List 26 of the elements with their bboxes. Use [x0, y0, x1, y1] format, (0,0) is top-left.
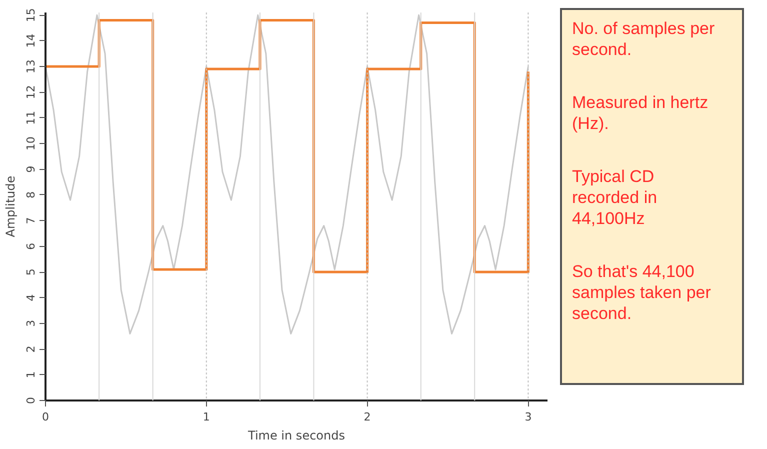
y-tick-label: 5: [24, 268, 38, 276]
y-tick-label: 13: [24, 59, 38, 74]
y-tick-label: 9: [24, 166, 38, 173]
y-axis-title: Amplitude: [4, 176, 18, 238]
text: So that's 44,100 samples taken per second.: [572, 261, 712, 324]
x-axis-title: Time in seconds: [247, 428, 345, 442]
y-tick-label: 14: [24, 34, 38, 48]
y-tick-label: 2: [24, 346, 38, 353]
y-tick-label: 3: [24, 320, 38, 327]
x-tick-label: 2: [364, 410, 371, 424]
y-tick-label: 8: [24, 191, 38, 198]
y-tick-label: 7: [24, 217, 38, 224]
y-tick-label: 12: [24, 85, 38, 100]
text: Typical CD recorded in 44,100Hz: [572, 166, 658, 229]
text: Measured in hertz (Hz).: [572, 92, 710, 134]
x-tick-label: 1: [202, 410, 210, 424]
x-tick-label: 0: [42, 410, 49, 424]
y-tick-label: 0: [24, 397, 38, 404]
y-tick-label: 15: [24, 8, 38, 22]
y-tick-label: 1: [24, 371, 38, 378]
y-tick-label: 10: [24, 136, 38, 151]
text: No. of samples per second.: [572, 18, 716, 60]
y-tick-label: 11: [24, 110, 38, 125]
y-tick-label: 4: [24, 294, 38, 302]
y-tick-label: 6: [24, 242, 38, 250]
x-tick-label: 3: [524, 410, 532, 424]
